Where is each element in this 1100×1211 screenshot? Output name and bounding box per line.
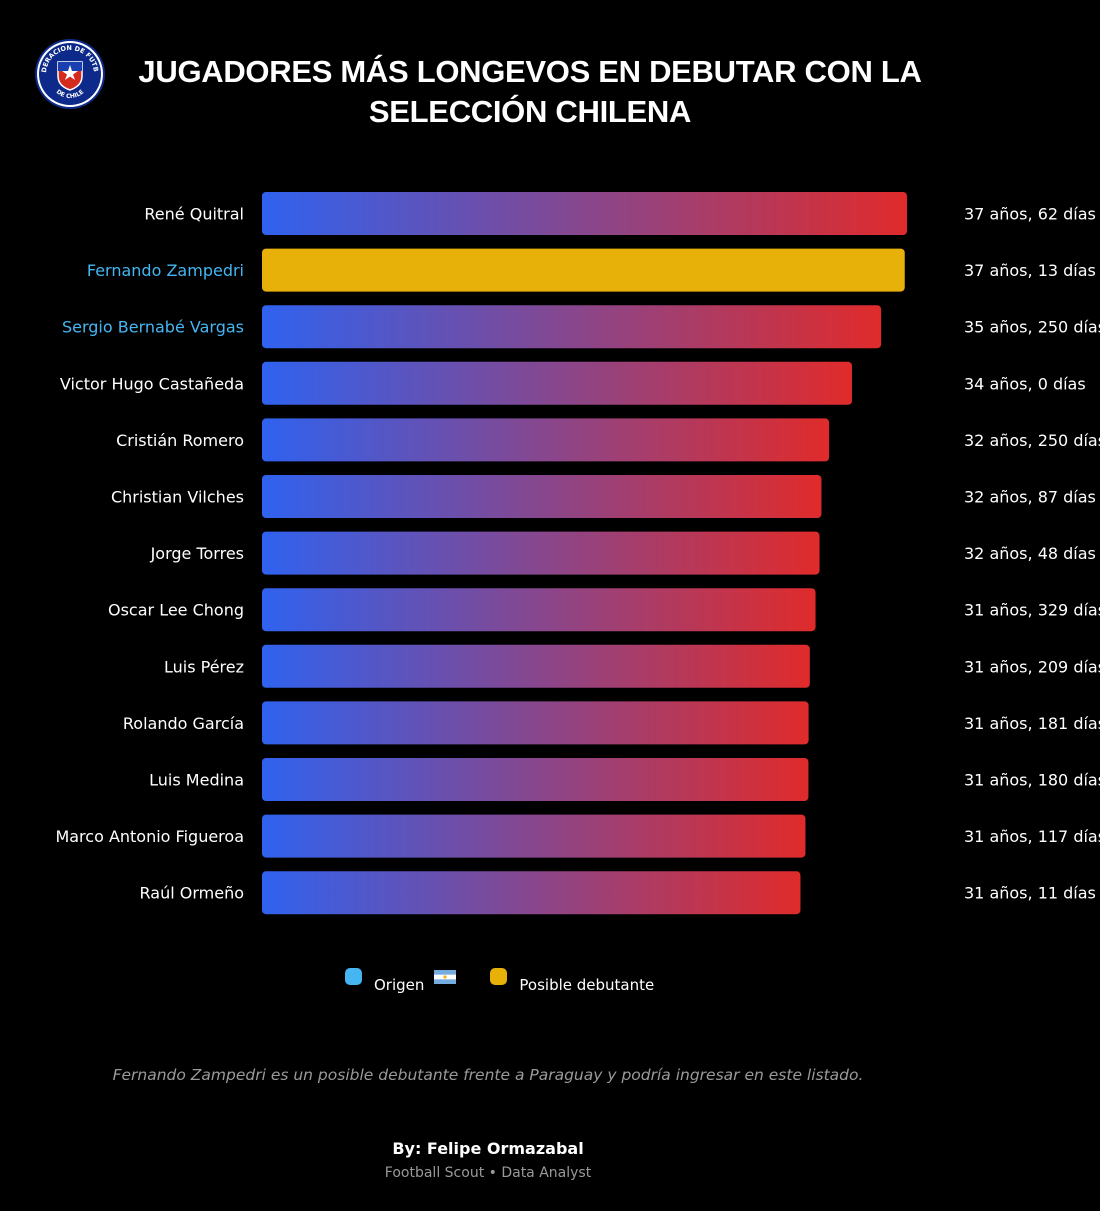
value-label-oscar-lee-chong: 31 años, 329 días bbox=[964, 601, 1100, 620]
federation-logo: FEDERACION DE FUTBOL DE CHILE bbox=[34, 38, 105, 109]
bar-cristian-romero bbox=[262, 418, 830, 462]
bar-jorge-torres bbox=[262, 531, 820, 575]
argentina-flag-icon bbox=[434, 970, 457, 984]
value-label-luis-medina: 31 años, 180 días bbox=[964, 771, 1100, 790]
value-label-jorge-torres: 32 años, 48 días bbox=[964, 544, 1096, 563]
legend-label-posible-debutante: Posible debutante bbox=[519, 976, 655, 994]
category-label-luis-perez: Luis Pérez bbox=[164, 657, 244, 676]
author-byline: By: Felipe Ormazabal bbox=[392, 1139, 584, 1158]
category-label-cristian-romero: Cristián Romero bbox=[116, 431, 244, 450]
category-label-raul-ormeno: Raúl Ormeño bbox=[140, 884, 245, 903]
value-label-rene-quitral: 37 años, 62 días bbox=[964, 205, 1096, 224]
value-label-christian-vilches: 32 años, 87 días bbox=[964, 488, 1096, 507]
bar-christian-vilches bbox=[262, 475, 822, 518]
category-label-victor-hugo-castaneda: Victor Hugo Castañeda bbox=[60, 374, 244, 393]
legend-item-origen: Origen bbox=[345, 968, 457, 994]
category-label-oscar-lee-chong: Oscar Lee Chong bbox=[108, 601, 244, 620]
value-label-cristian-romero: 32 años, 250 días bbox=[964, 431, 1100, 450]
origen-swatch bbox=[345, 968, 362, 985]
category-label-rolando-garcia: Rolando García bbox=[123, 714, 244, 733]
legend-item-posible-debutante: Posible debutante bbox=[490, 968, 654, 994]
author-subtitle: Football Scout • Data Analyst bbox=[384, 1165, 592, 1181]
bar-fernando-zampedri bbox=[262, 248, 905, 292]
bar-chart: René Quitral 37 años, 62 días Fernando Zam… bbox=[55, 192, 1100, 915]
value-label-marco-antonio-figueroa: 31 años, 117 días bbox=[964, 827, 1100, 846]
chart-title: JUGADORES MÁS LONGEVOS EN DEBUTAR CON LA… bbox=[138, 54, 922, 129]
footnote: Fernando Zampedri es un posible debutant… bbox=[112, 1066, 864, 1084]
value-label-luis-perez: 31 años, 209 días bbox=[964, 657, 1100, 676]
category-label-marco-antonio-figueroa: Marco Antonio Figueroa bbox=[55, 827, 244, 846]
posible-debutante-swatch bbox=[490, 968, 508, 985]
category-label-luis-medina: Luis Medina bbox=[149, 771, 244, 790]
value-label-sergio-bernabe-vargas: 35 años, 250 días bbox=[964, 318, 1100, 337]
legend: Origen Posible debutante bbox=[345, 968, 654, 994]
svg-text:DE CHILE: DE CHILE bbox=[55, 88, 86, 100]
category-label-rene-quitral: René Quitral bbox=[144, 205, 244, 224]
value-label-fernando-zampedri: 37 años, 13 días bbox=[964, 261, 1096, 280]
category-label-jorge-torres: Jorge Torres bbox=[150, 544, 244, 563]
value-label-rolando-garcia: 31 años, 181 días bbox=[964, 714, 1100, 733]
bar-raul-ormeno bbox=[262, 871, 801, 915]
bar-rene-quitral bbox=[262, 192, 907, 235]
bar-rolando-garcia bbox=[262, 701, 809, 745]
value-label-victor-hugo-castaneda: 34 años, 0 días bbox=[964, 374, 1086, 393]
bar-luis-perez bbox=[262, 644, 810, 688]
value-label-raul-ormeno: 31 años, 11 días bbox=[964, 884, 1096, 903]
category-label-fernando-zampedri: Fernando Zampedri bbox=[87, 261, 244, 280]
bar-luis-medina bbox=[262, 758, 809, 801]
bar-marco-antonio-figueroa bbox=[262, 814, 806, 858]
bar-oscar-lee-chong bbox=[262, 588, 816, 632]
category-label-sergio-bernabe-vargas: Sergio Bernabé Vargas bbox=[62, 318, 244, 337]
category-label-christian-vilches: Christian Vilches bbox=[111, 488, 244, 507]
bar-victor-hugo-castaneda bbox=[262, 361, 852, 405]
legend-label-origen: Origen bbox=[374, 976, 425, 994]
bar-sergio-bernabe-vargas bbox=[262, 305, 882, 349]
